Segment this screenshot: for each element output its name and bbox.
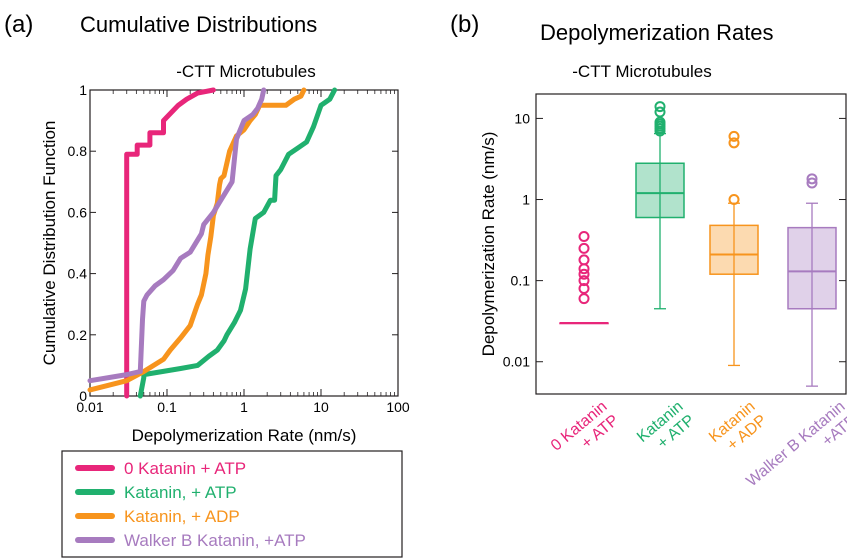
panel-b-ylabel: Depolymerization Rate (nm/s) [479, 132, 498, 357]
panel-a-axes [89, 89, 399, 397]
y-tick-label: 0 [79, 388, 87, 404]
category-label-1: 0 Katanin+ ATP [548, 398, 622, 468]
panel-a-plot-frame [89, 89, 399, 397]
box-outlier-1 [578, 282, 590, 294]
box-outlier-3 [728, 194, 740, 206]
y-tick-label: 0.1 [511, 273, 531, 289]
legend-box [61, 450, 403, 558]
y-tick-label: 1 [522, 192, 530, 208]
panel-a-ticks: 0.01 0.1 1 10 100 0 0.2 0.4 0.6 0.8 1 [68, 82, 410, 415]
box-body-4 [787, 226, 837, 310]
panel-b-ticks: 0.01 0.1 1 10 [503, 110, 846, 370]
panel-b-letter: (b) [450, 11, 479, 38]
panel-b-boxes [559, 101, 837, 387]
box-outlier-1 [578, 268, 590, 280]
legend-label-3: Katanin, + ADP [124, 507, 240, 526]
legend: 0 Katanin + ATP Katanin, + ATP Katanin, + … [61, 450, 403, 558]
panel-b-plot-frame [535, 93, 847, 395]
box-outlier-2 [654, 101, 666, 113]
box-outlier-3 [728, 137, 740, 149]
box-outlier-1 [578, 275, 590, 287]
cdf-line-series-4 [87, 87, 267, 384]
category-label-2: Katanin+ ATP [634, 398, 698, 460]
y-tick-label: 10 [514, 110, 530, 126]
y-tick-label: 0.01 [503, 354, 530, 370]
cdf-line-series-1 [124, 87, 216, 399]
panel-b-axes [535, 93, 847, 395]
panel-a-subtitle: -CTT Microtubules [176, 62, 316, 81]
y-tick-label: 1 [79, 82, 87, 98]
panel-b-title: Depolymerization Rates [540, 20, 774, 45]
category-label-3: Katanin+ ADP [706, 398, 770, 460]
panel-a-title: Cumulative Distributions [80, 12, 317, 37]
box-outlier-1 [578, 293, 590, 305]
panel-a-letter: (a) [4, 11, 33, 38]
box-outlier-2 [654, 106, 666, 118]
x-tick-label: 1 [240, 399, 248, 415]
x-tick-label: 0.1 [157, 399, 177, 415]
x-tick-label: 10 [313, 399, 329, 415]
panel-a-ylabel: Cumulative Distribution Function [40, 121, 59, 366]
box-outlier-2 [654, 116, 666, 128]
box-body-2 [635, 162, 685, 219]
legend-label-2: Katanin, + ATP [124, 483, 237, 502]
cdf-line-series-2 [137, 87, 338, 399]
box-outlier-1 [578, 254, 590, 266]
panel-a-xlabel: Depolymerization Rate (nm/s) [132, 426, 357, 445]
y-tick-label: 0.4 [68, 266, 88, 282]
box-outlier-4 [806, 173, 818, 185]
box-outlier-1 [578, 230, 590, 242]
y-tick-label: 0.8 [68, 143, 88, 159]
y-tick-label: 0.2 [68, 327, 88, 343]
x-tick-label: 100 [386, 399, 410, 415]
x-tick-label: 0.01 [76, 399, 103, 415]
legend-label-4: Walker B Katanin, +ATP [124, 531, 306, 550]
box-outlier-4 [806, 177, 818, 189]
legend-label-1: 0 Katanin + ATP [124, 459, 246, 478]
box-body-3 [709, 224, 759, 275]
panel-b-subtitle: -CTT Microtubules [572, 62, 712, 81]
y-tick-label: 0.6 [68, 204, 88, 220]
box-outlier-1 [578, 242, 590, 254]
panel-a-series [87, 87, 338, 399]
box-outlier-3 [728, 130, 740, 142]
panel-b-category-labels: 0 Katanin+ ATP Katanin+ ATP Katanin+ ADPWa… [548, 398, 847, 490]
